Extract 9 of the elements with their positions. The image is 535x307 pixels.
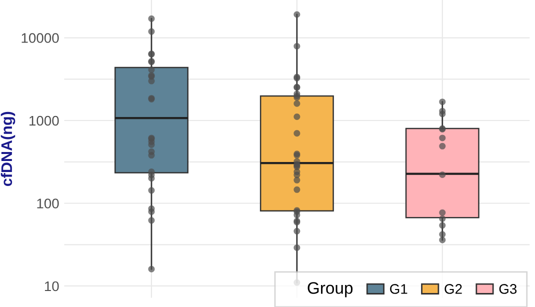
y-tick-label: 100 [37,198,59,208]
y-axis-title: cfDNA(ng) [0,112,16,186]
legend-label: G3 [499,284,517,294]
legend-title: Group [308,282,353,298]
legend-label: G2 [444,284,462,294]
y-tick-label: 1000 [30,116,59,126]
y-tick-label: 10000 [22,33,59,43]
y-tick-label: 10 [44,281,59,292]
legend-label: G1 [390,284,408,294]
